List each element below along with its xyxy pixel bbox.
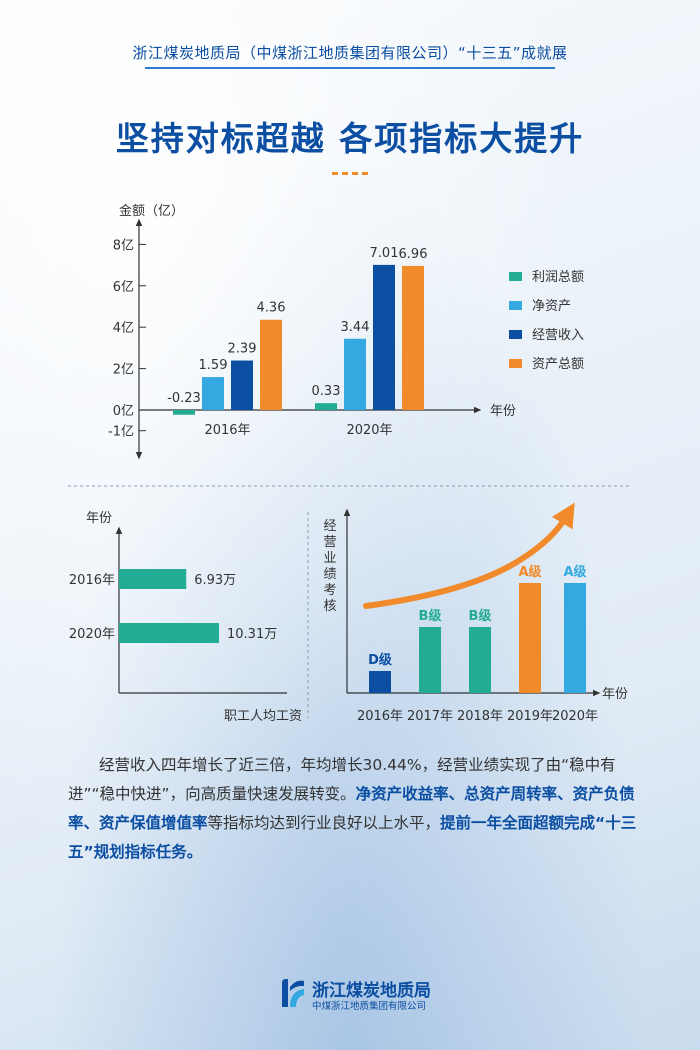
legend-label: 经营收入 — [532, 328, 584, 343]
bar — [564, 583, 586, 693]
bar — [402, 265, 424, 410]
y-axis-title: 金额（亿） — [119, 203, 184, 219]
logo-name: 浙江煤炭地质局 — [312, 981, 431, 1001]
charts-canvas: 金额（亿） 年份 8亿 6亿 4亿 2亿 0亿 -1亿 2016年 -0.23 1.592.39 4.… — [68, 203, 632, 724]
x-axis-title: 年份 — [602, 687, 628, 702]
y-tick-label: -1亿 — [108, 425, 134, 440]
summary-text-1: 经营收入四年增长了近三倍，年均增长30.44%，经营业绩实现了由“稳中有进”“稳… — [68, 756, 616, 803]
data-label: 0.33 — [312, 384, 341, 399]
legend-swatch — [509, 330, 522, 339]
y-tick-label: 2016年 — [69, 573, 115, 588]
bar — [119, 569, 187, 589]
x-tick-label: 2020年 — [346, 423, 392, 438]
data-label: 2.39 — [228, 342, 257, 357]
bar — [315, 403, 337, 410]
bar — [369, 671, 391, 693]
bar — [260, 319, 282, 410]
grade-label: B级 — [419, 608, 443, 624]
legend-swatch — [509, 359, 522, 368]
summary-highlight-1: 净资产收益率、总资产周转率、资产负债率、资产保值增值率 — [68, 785, 635, 832]
logo-subtitle: 中煤浙江地质集团有限公司 — [312, 1001, 427, 1012]
x-tick-label: 2016年 — [357, 709, 403, 724]
footer-logo: 浙江煤炭地质局 中煤浙江地质集团有限公司 — [278, 977, 431, 1013]
bar — [469, 627, 491, 693]
bar — [373, 264, 395, 410]
y-tick-label: 8亿 — [113, 238, 134, 253]
financial-bar-chart: 金额（亿） 年份 8亿 6亿 4亿 2亿 0亿 -1亿 2016年 -0.23 1.592.39 4.… — [108, 203, 584, 460]
legend-swatch — [509, 272, 522, 281]
x-tick-label: 2016年 — [204, 423, 250, 438]
x-tick-label: 2018年 — [457, 709, 503, 724]
data-label: 4.36 — [257, 301, 286, 316]
y-axis-title-char: 业 — [323, 551, 336, 566]
y-tick-label: 2亿 — [113, 363, 134, 378]
y-tick-label: 4亿 — [113, 321, 134, 336]
data-label: 10.31万 — [227, 627, 277, 642]
y-tick-label: 6亿 — [113, 280, 134, 295]
grade-label: A级 — [518, 564, 542, 580]
y-axis-title-char: 营 — [323, 535, 336, 550]
x-axis-title: 年份 — [490, 404, 516, 419]
legend-label: 资产总额 — [532, 357, 584, 372]
bar — [519, 583, 541, 693]
grade-label: D级 — [368, 652, 393, 668]
bar — [202, 377, 224, 410]
legend-label: 净资产 — [532, 299, 571, 314]
legend-label: 利润总额 — [532, 270, 584, 285]
legend-swatch — [509, 301, 522, 310]
y-axis-title: 年份 — [86, 511, 112, 526]
x-tick-label: 2017年 — [407, 709, 453, 724]
page-title: 坚持对标超越 各项指标大提升 — [115, 119, 585, 158]
y-axis-title-char: 核 — [323, 599, 336, 614]
bar — [173, 410, 195, 415]
data-label: 6.96 — [399, 247, 428, 262]
summary-text-2: 等指标均达到行业良好以上水平， — [207, 814, 441, 832]
data-label: -0.23 — [167, 391, 201, 406]
bar — [119, 623, 219, 643]
bar — [231, 360, 253, 410]
data-label: 6.93万 — [194, 573, 236, 588]
bar — [419, 627, 441, 693]
data-label: 7.01 — [370, 246, 399, 261]
y-axis-title-char: 考 — [323, 583, 336, 598]
summary-paragraph: 经营收入四年增长了近三倍，年均增长30.44%，经营业绩实现了由“稳中有进”“稳… — [68, 751, 638, 867]
y-axis-title-char: 经 — [323, 519, 336, 534]
summary-highlight-2: 提前一年全面超额完成“十三五”规划指标任务。 — [68, 814, 637, 861]
y-tick-label: 2020年 — [69, 627, 115, 642]
x-axis-title: 职工人均工资 — [224, 709, 302, 724]
trend-arrow — [363, 502, 575, 609]
grade-label: B级 — [469, 608, 493, 624]
title-decoration — [332, 172, 368, 175]
x-tick-label: 2020年 — [552, 709, 598, 724]
y-tick-label: 0亿 — [113, 404, 134, 419]
header-underline — [145, 67, 555, 69]
data-label: 1.59 — [199, 358, 228, 373]
x-tick-label: 2019年 — [507, 709, 553, 724]
header-title: 浙江煤炭地质局（中煤浙江地质集团有限公司）“十三五”成就展 — [132, 44, 568, 62]
logo-emblem-icon — [282, 979, 304, 1007]
data-label: 3.44 — [341, 320, 370, 335]
grade-label: A级 — [563, 564, 587, 580]
y-axis-title-char: 绩 — [323, 567, 336, 582]
bar — [344, 338, 366, 410]
